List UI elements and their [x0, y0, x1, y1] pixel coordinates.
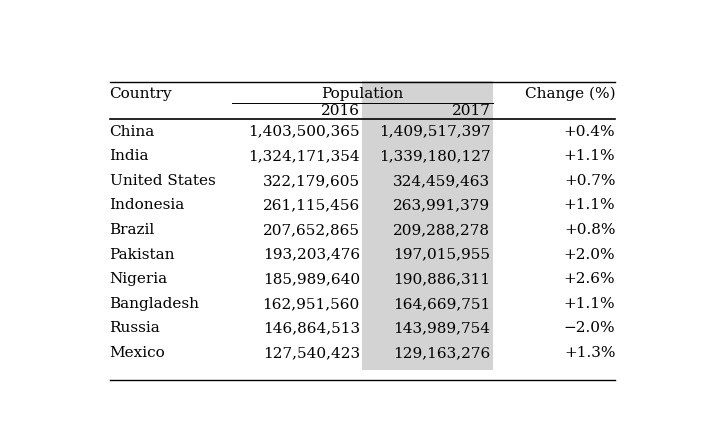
- Text: 1,324,171,354: 1,324,171,354: [248, 149, 360, 163]
- Text: +0.7%: +0.7%: [564, 174, 616, 188]
- Text: 322,179,605: 322,179,605: [263, 174, 360, 188]
- Text: 190,886,311: 190,886,311: [393, 272, 491, 286]
- Text: +1.3%: +1.3%: [564, 346, 616, 360]
- Text: India: India: [110, 149, 149, 163]
- Text: +1.1%: +1.1%: [564, 199, 616, 213]
- Text: Nigeria: Nigeria: [110, 272, 168, 286]
- Text: +1.1%: +1.1%: [564, 297, 616, 311]
- Text: 324,459,463: 324,459,463: [393, 174, 491, 188]
- Text: Change (%): Change (%): [525, 87, 616, 101]
- Text: 193,203,476: 193,203,476: [263, 248, 360, 262]
- Text: 2017: 2017: [451, 104, 491, 118]
- Text: 197,015,955: 197,015,955: [393, 248, 491, 262]
- Text: +0.8%: +0.8%: [564, 223, 616, 237]
- Text: 185,989,640: 185,989,640: [263, 272, 360, 286]
- Text: 127,540,423: 127,540,423: [263, 346, 360, 360]
- Text: Mexico: Mexico: [110, 346, 165, 360]
- Text: −2.0%: −2.0%: [564, 322, 616, 335]
- Text: Brazil: Brazil: [110, 223, 154, 237]
- Bar: [362, 81, 493, 370]
- Text: 129,163,276: 129,163,276: [393, 346, 491, 360]
- Text: 263,991,379: 263,991,379: [393, 199, 491, 213]
- Text: 146,864,513: 146,864,513: [263, 322, 360, 335]
- Text: Indonesia: Indonesia: [110, 199, 185, 213]
- Text: +2.0%: +2.0%: [564, 248, 616, 262]
- Text: Pakistan: Pakistan: [110, 248, 175, 262]
- Text: 1,403,500,365: 1,403,500,365: [248, 125, 360, 138]
- Text: +1.1%: +1.1%: [564, 149, 616, 163]
- Text: 143,989,754: 143,989,754: [393, 322, 491, 335]
- Text: 1,409,517,397: 1,409,517,397: [378, 125, 491, 138]
- Text: 2016: 2016: [321, 104, 360, 118]
- Text: 1,339,180,127: 1,339,180,127: [378, 149, 491, 163]
- Text: Russia: Russia: [110, 322, 160, 335]
- Text: +2.6%: +2.6%: [564, 272, 616, 286]
- Text: Country: Country: [110, 87, 172, 101]
- Text: 164,669,751: 164,669,751: [393, 297, 491, 311]
- Text: China: China: [110, 125, 154, 138]
- Text: 209,288,278: 209,288,278: [393, 223, 491, 237]
- Text: 162,951,560: 162,951,560: [263, 297, 360, 311]
- Text: Population: Population: [322, 87, 404, 101]
- Text: +0.4%: +0.4%: [564, 125, 616, 138]
- Text: Bangladesh: Bangladesh: [110, 297, 199, 311]
- Text: 207,652,865: 207,652,865: [263, 223, 360, 237]
- Text: United States: United States: [110, 174, 216, 188]
- Text: 261,115,456: 261,115,456: [263, 199, 360, 213]
